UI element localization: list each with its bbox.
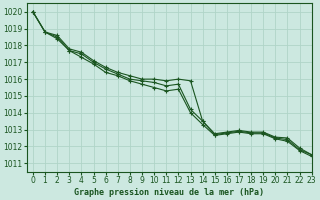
X-axis label: Graphe pression niveau de la mer (hPa): Graphe pression niveau de la mer (hPa): [74, 188, 264, 197]
